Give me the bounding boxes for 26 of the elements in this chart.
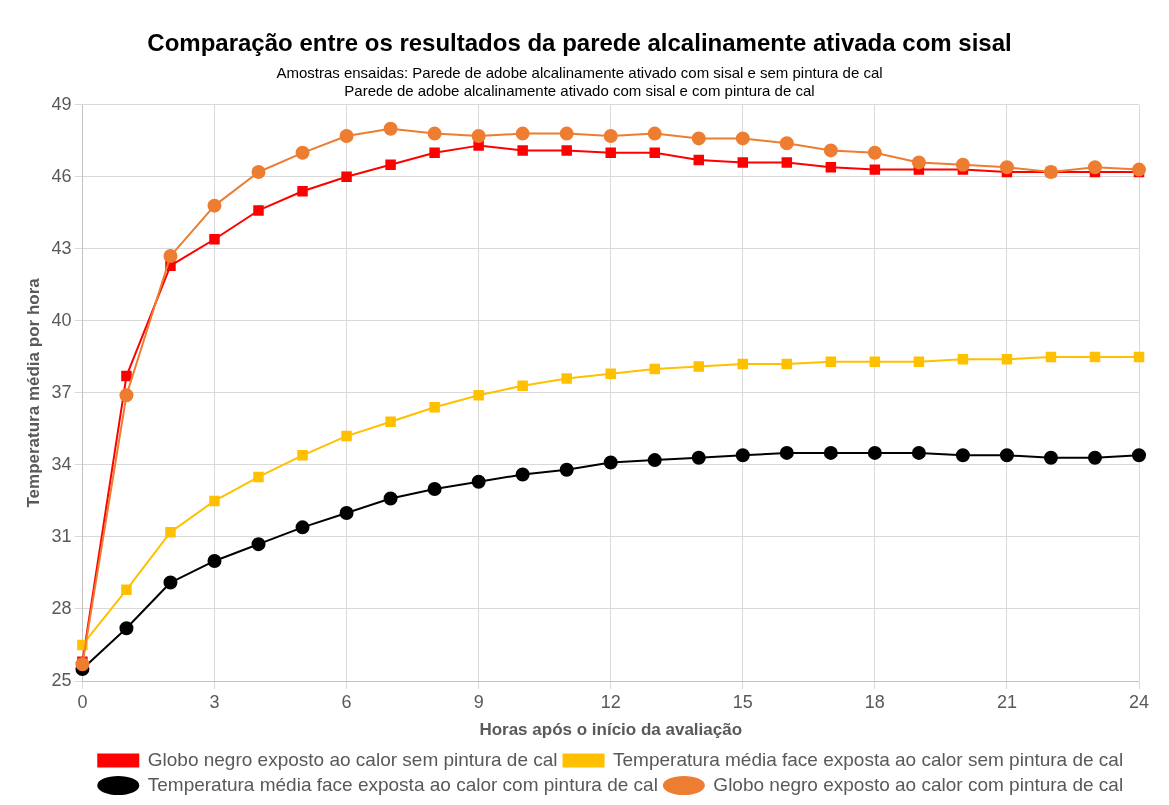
legend-label: Temperatura média face exposta ao calor sem pintura de cal — [613, 748, 1124, 770]
y-tick-label: 37 — [51, 381, 72, 402]
x-axis-title: Horas após o início da avaliação — [479, 720, 743, 740]
legend-label: Globo negro exposto ao calor sem pintura de cal — [147, 748, 558, 770]
x-tick-label: 12 — [600, 691, 621, 712]
y-tick-label: 40 — [51, 309, 72, 330]
x-tick-label: 15 — [732, 691, 753, 712]
x-tick-label: 9 — [473, 691, 484, 712]
y-tick-label: 43 — [51, 237, 72, 258]
y-tick-label: 34 — [51, 453, 72, 474]
y-tick-label: 25 — [51, 669, 72, 690]
chart-title: Comparação entre os resultados da parede alcalinamente ativada com sisal — [147, 29, 1012, 57]
y-tick-label: 31 — [51, 525, 72, 546]
x-tick-label: 18 — [864, 691, 885, 712]
x-tick-label: 0 — [77, 691, 88, 712]
y-axis-title: Temperatura média por hora — [23, 277, 43, 508]
x-tick-label: 3 — [209, 691, 220, 712]
x-tick-label: 21 — [996, 691, 1017, 712]
y-tick-label: 28 — [51, 597, 72, 618]
x-tick-label: 24 — [1128, 691, 1150, 712]
y-tick-label: 46 — [51, 165, 72, 186]
y-tick-label: 49 — [51, 93, 72, 114]
chart-subtitle: Amostras ensaidas: Parede de adobe alcalinamente ativado com sisal e sem pintura de cal Parede de adobe alcalinamente ativado com sisal e com pintura de cal — [276, 63, 883, 99]
x-tick-label: 6 — [341, 691, 352, 712]
legend-label: Globo negro exposto ao calor com pintura de cal — [713, 773, 1124, 795]
legend-label: Temperatura média face exposta ao calor com pintura de cal — [147, 773, 658, 795]
